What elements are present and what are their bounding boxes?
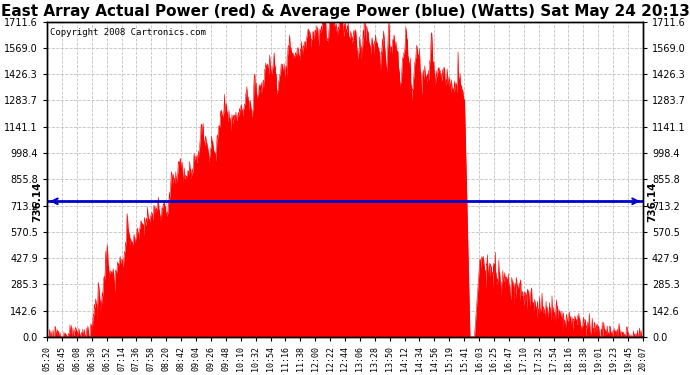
Text: Copyright 2008 Cartronics.com: Copyright 2008 Cartronics.com [50, 28, 206, 37]
Text: 736.14: 736.14 [647, 181, 658, 222]
Text: 736.14: 736.14 [32, 181, 43, 222]
Title: East Array Actual Power (red) & Average Power (blue) (Watts) Sat May 24 20:13: East Array Actual Power (red) & Average … [1, 4, 689, 19]
